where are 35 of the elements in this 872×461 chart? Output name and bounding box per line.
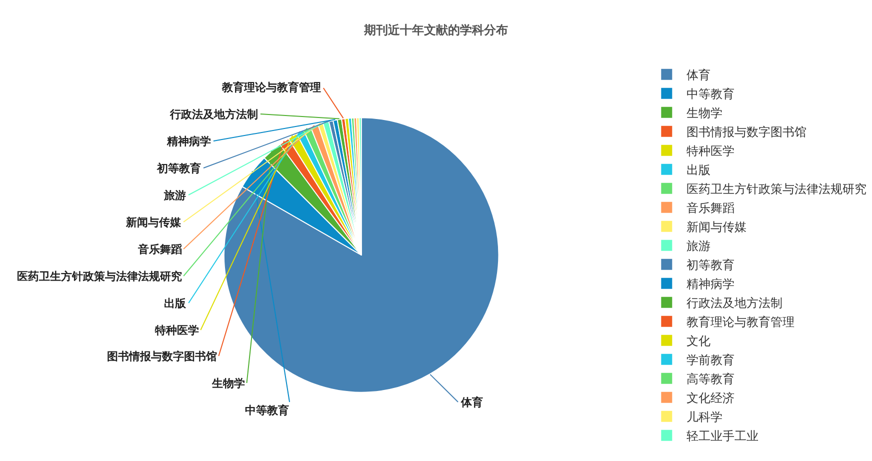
legend-label: 文化: [686, 334, 711, 348]
data-label: 旅游: [163, 189, 186, 202]
legend-label: 学前教育: [686, 353, 735, 368]
data-label: 新闻与传媒: [125, 216, 182, 229]
legend-label: 儿科学: [686, 410, 723, 424]
legend-label: 新闻与传媒: [686, 220, 747, 234]
legend-label: 文化经济: [686, 391, 735, 406]
data-label: 行政法及地方法制: [169, 108, 258, 121]
data-label: 出版: [164, 297, 187, 310]
data-label: 中等教育: [245, 404, 289, 417]
legend-label: 特种医学: [686, 144, 735, 158]
legend-label: 旅游: [686, 239, 711, 254]
legend-label: 体育: [686, 68, 711, 82]
legend-label: 精神病学: [686, 277, 735, 292]
legend-label: 高等教育: [686, 372, 735, 386]
legend-label: 音乐舞蹈: [686, 201, 735, 216]
data-label: 教育理论与教育管理: [221, 81, 321, 94]
data-label: 体育: [460, 396, 483, 409]
legend-label: 生物学: [686, 106, 723, 120]
data-label: 初等教育: [156, 162, 201, 175]
legend-label: 行政法及地方法制: [686, 296, 783, 310]
legend-label: 图书情报与数字图书馆: [686, 125, 807, 140]
legend-label: 医药卫生方针政策与法律法规研究: [686, 182, 867, 196]
data-label: 音乐舞蹈: [137, 243, 182, 256]
legend-label: 教育理论与教育管理: [686, 315, 795, 330]
legend-label: 出版: [686, 163, 711, 178]
data-label: 生物学: [211, 377, 245, 390]
legend-label: 初等教育: [686, 258, 735, 272]
data-label: 图书情报与数字图书馆: [107, 350, 217, 363]
chart-title: 期刊近十年文献的学科分布: [363, 23, 508, 38]
data-label: 医药卫生方针政策与法律法规研究: [17, 270, 182, 283]
data-label: 特种医学: [154, 324, 199, 337]
legend-label: 轻工业手工业: [686, 429, 759, 444]
data-label: 精神病学: [166, 135, 211, 148]
legend-label: 中等教育: [686, 87, 735, 102]
